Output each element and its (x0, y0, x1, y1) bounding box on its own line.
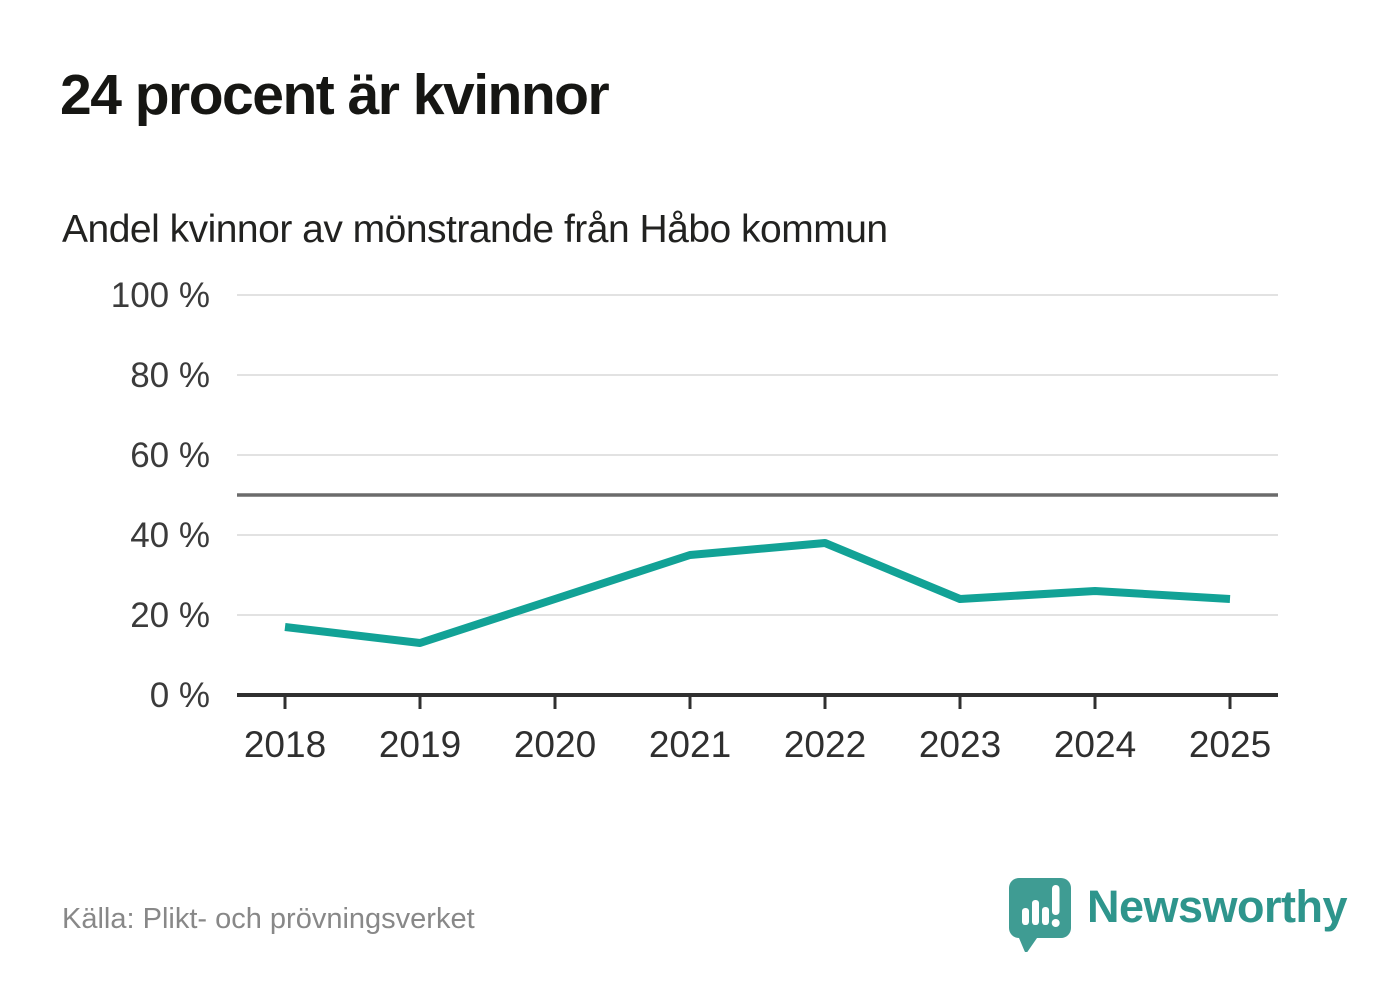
logo-bubble (1009, 878, 1071, 952)
y-tick-label: 20 % (130, 596, 210, 635)
y-tick-label: 40 % (130, 516, 210, 555)
page-subtitle: Andel kvinnor av mönstrande från Håbo ko… (62, 208, 888, 251)
y-tick-label: 0 % (150, 676, 210, 715)
x-tick-label: 2019 (379, 724, 461, 765)
x-tick-label: 2024 (1054, 724, 1136, 765)
data-line (284, 539, 1231, 647)
y-tick-label: 80 % (130, 356, 210, 395)
newsworthy-logo: Newsworthy (1005, 868, 1348, 952)
source-text: Källa: Plikt- och prövningsverket (62, 903, 475, 935)
logo-exclamation-bar (1052, 885, 1060, 915)
chart-area: 0 % 20 % 40 % 60 % 80 % 100 % 2018 2019 2020 2021… (0, 270, 1382, 790)
y-tick-label: 100 % (111, 276, 210, 315)
logo-exclamation-dot (1051, 919, 1060, 927)
x-tick-label: 2018 (244, 724, 326, 765)
x-tick-label: 2025 (1189, 724, 1271, 765)
x-tick-label: 2020 (514, 724, 596, 765)
newsworthy-logo-icon (1009, 878, 1071, 952)
x-tick-label: 2021 (649, 724, 731, 765)
y-tick-label: 60 % (130, 436, 210, 475)
logo-bar-2 (1032, 900, 1039, 925)
page-title: 24 procent är kvinnor (60, 63, 610, 127)
logo-wordmark: Newsworthy (1087, 881, 1348, 932)
line-chart: 0 % 20 % 40 % 60 % 80 % 100 % 2018 2019 2020 2021… (111, 276, 1278, 765)
x-tick-label: 2023 (919, 724, 1001, 765)
logo-bar-3 (1042, 907, 1049, 925)
logo-bar-1 (1022, 908, 1029, 925)
x-tick-label: 2022 (784, 724, 866, 765)
